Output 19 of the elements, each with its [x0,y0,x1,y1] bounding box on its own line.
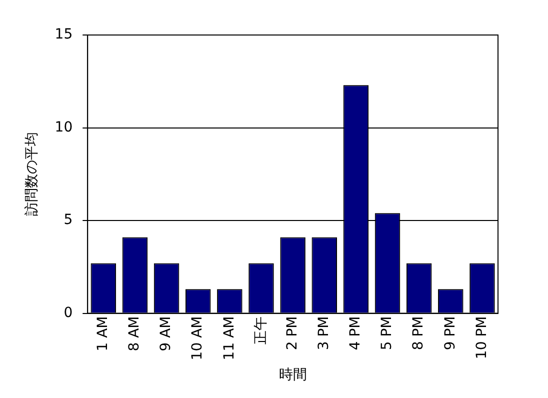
y-tick-label: 5 [64,212,73,228]
x-tick-label: 8 AM [126,316,143,352]
y-tick-label: 10 [54,119,73,136]
x-tick-label: 9 AM [158,316,174,352]
x-tick-label: 1 AM [95,316,112,352]
x-tick-label: 4 PM [348,316,364,350]
x-tick-label: 2 PM [284,316,300,350]
x-axis-title: 時間 [278,367,307,384]
x-tick-label: 11 AM [221,316,238,360]
x-tick-label: 9 PM [442,316,458,350]
x-tick-label: 10 PM [474,316,490,360]
x-tick-label: 5 PM [379,316,396,350]
y-tick-label: 0 [64,304,73,321]
y-axis-title: 訪問数の平均 [24,132,40,216]
x-tick-label: 10 AM [190,316,206,360]
x-tick-label: 8 PM [410,316,427,350]
x-tick-label: 正午 [252,316,269,344]
x-tick-label: 3 PM [316,316,332,350]
y-tick-label: 15 [54,26,73,43]
